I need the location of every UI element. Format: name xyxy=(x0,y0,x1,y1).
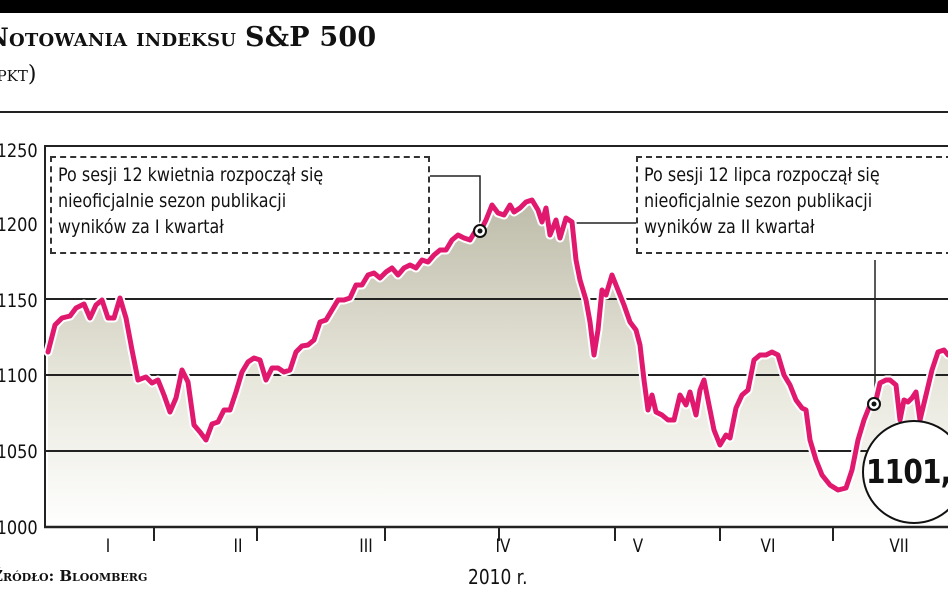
source-label: Źródło: Bloomberg xyxy=(0,567,148,585)
annotation-q1-line-3: wyników za I kwartał xyxy=(58,216,224,238)
marker-april-12 xyxy=(473,224,487,238)
y-tick-1150: 1150 xyxy=(0,290,38,312)
sp500-line-stroke xyxy=(45,197,948,493)
month-label-5: V xyxy=(632,535,644,557)
annotation-q1-line-1: Po sesji 12 kwietnia rozpoczął się xyxy=(58,164,324,186)
annotation-q2: Po sesji 12 lipca rozpoczął się nieoficj… xyxy=(636,156,948,254)
chart-title-prefix: Notowania indeksu xyxy=(0,23,246,52)
annotation-q1: Po sesji 12 kwietnia rozpoczął się nieof… xyxy=(50,156,430,254)
chart-subtitle: (pkt) xyxy=(0,62,37,87)
month-label-2: II xyxy=(233,535,243,557)
annotation-1-leader xyxy=(428,175,481,230)
month-label-1: I xyxy=(105,535,111,557)
top-bar xyxy=(0,0,948,13)
y-tick-1050: 1050 xyxy=(0,441,38,463)
chart-title: Notowania indeksu S&P 500 xyxy=(0,22,376,53)
y-tick-1100: 1100 xyxy=(0,365,38,387)
y-tick-1250: 1250 xyxy=(0,140,38,162)
last-value-badge xyxy=(862,420,948,524)
month-label-4: IV xyxy=(495,535,511,557)
header-divider xyxy=(0,111,948,113)
chart-title-index: S&P 500 xyxy=(245,22,377,53)
annotation-q2-line-1: Po sesji 12 lipca rozpoczął się xyxy=(644,164,880,186)
x-axis-year-label: 2010 r. xyxy=(468,565,528,589)
month-label-6: VI xyxy=(760,535,776,557)
y-tick-1000: 1000 xyxy=(0,517,38,539)
marker-july-12 xyxy=(867,397,881,411)
last-value-label: 1101,1 xyxy=(866,452,948,491)
annotation-q2-line-2: nieoficjalnie sezon publikacji xyxy=(644,190,873,212)
y-tick-1200: 1200 xyxy=(0,214,38,236)
annotation-q2-line-3: wyników za II kwartał xyxy=(644,216,815,238)
annotation-q1-line-2: nieoficjalnie sezon publikacji xyxy=(58,190,287,212)
month-label-7: VII xyxy=(889,535,909,557)
month-label-3: III xyxy=(359,535,373,557)
month-ticks xyxy=(153,527,834,541)
